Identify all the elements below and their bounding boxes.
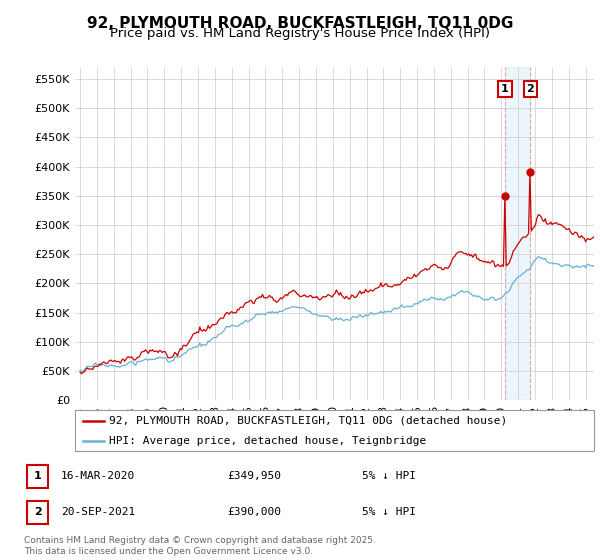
Text: HPI: Average price, detached house, Teignbridge: HPI: Average price, detached house, Teig… xyxy=(109,436,426,446)
Text: 5% ↓ HPI: 5% ↓ HPI xyxy=(362,507,416,517)
Text: £349,950: £349,950 xyxy=(227,471,281,481)
Text: 1: 1 xyxy=(501,84,509,94)
Text: 2: 2 xyxy=(526,84,534,94)
Text: Price paid vs. HM Land Registry's House Price Index (HPI): Price paid vs. HM Land Registry's House … xyxy=(110,27,490,40)
Bar xyxy=(505,67,530,400)
Text: £390,000: £390,000 xyxy=(227,507,281,517)
FancyBboxPatch shape xyxy=(27,465,48,488)
FancyBboxPatch shape xyxy=(27,501,48,524)
Text: 92, PLYMOUTH ROAD, BUCKFASTLEIGH, TQ11 0DG: 92, PLYMOUTH ROAD, BUCKFASTLEIGH, TQ11 0… xyxy=(87,16,513,31)
Text: Contains HM Land Registry data © Crown copyright and database right 2025.
This d: Contains HM Land Registry data © Crown c… xyxy=(24,536,376,556)
Text: 16-MAR-2020: 16-MAR-2020 xyxy=(61,471,135,481)
Text: 2: 2 xyxy=(34,507,41,517)
Text: 5% ↓ HPI: 5% ↓ HPI xyxy=(362,471,416,481)
Text: 20-SEP-2021: 20-SEP-2021 xyxy=(61,507,135,517)
Text: 1: 1 xyxy=(34,471,41,481)
Text: 92, PLYMOUTH ROAD, BUCKFASTLEIGH, TQ11 0DG (detached house): 92, PLYMOUTH ROAD, BUCKFASTLEIGH, TQ11 0… xyxy=(109,416,507,426)
FancyBboxPatch shape xyxy=(75,410,594,451)
